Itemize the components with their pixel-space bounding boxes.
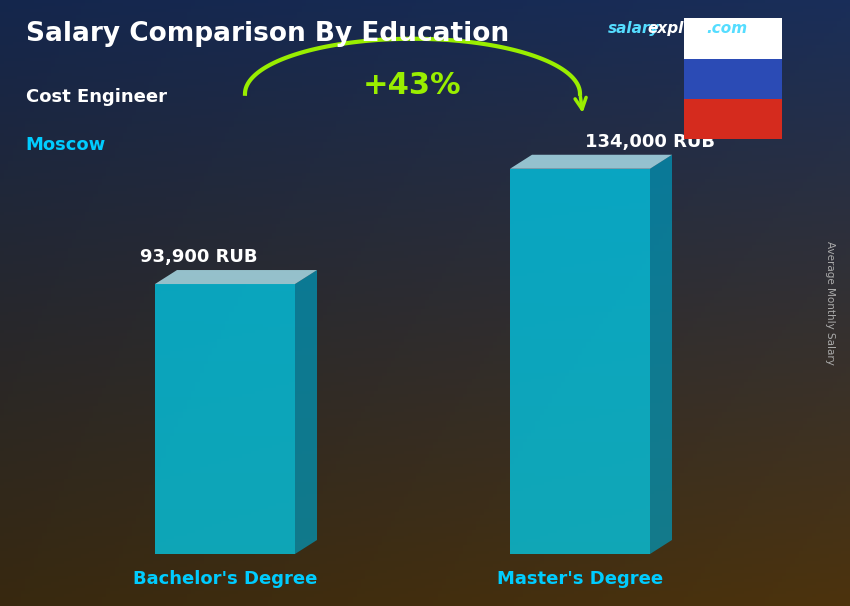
Bar <box>684 59 782 99</box>
Polygon shape <box>510 155 672 168</box>
Bar <box>684 18 782 59</box>
Text: Bachelor's Degree: Bachelor's Degree <box>133 570 317 588</box>
Polygon shape <box>295 270 317 554</box>
Text: +43%: +43% <box>363 72 462 100</box>
Text: 134,000 RUB: 134,000 RUB <box>585 133 715 151</box>
Text: Average Monthly Salary: Average Monthly Salary <box>824 241 835 365</box>
Text: explorer: explorer <box>648 21 720 36</box>
Polygon shape <box>650 155 672 554</box>
Text: Master's Degree: Master's Degree <box>497 570 663 588</box>
Polygon shape <box>510 168 650 554</box>
Polygon shape <box>155 270 317 284</box>
Polygon shape <box>155 284 295 554</box>
Text: 93,900 RUB: 93,900 RUB <box>140 248 258 266</box>
Bar <box>684 99 782 139</box>
Text: Moscow: Moscow <box>26 136 105 155</box>
Text: salary: salary <box>608 21 660 36</box>
Text: Salary Comparison By Education: Salary Comparison By Education <box>26 21 508 47</box>
Text: Cost Engineer: Cost Engineer <box>26 88 167 106</box>
Text: .com: .com <box>706 21 747 36</box>
